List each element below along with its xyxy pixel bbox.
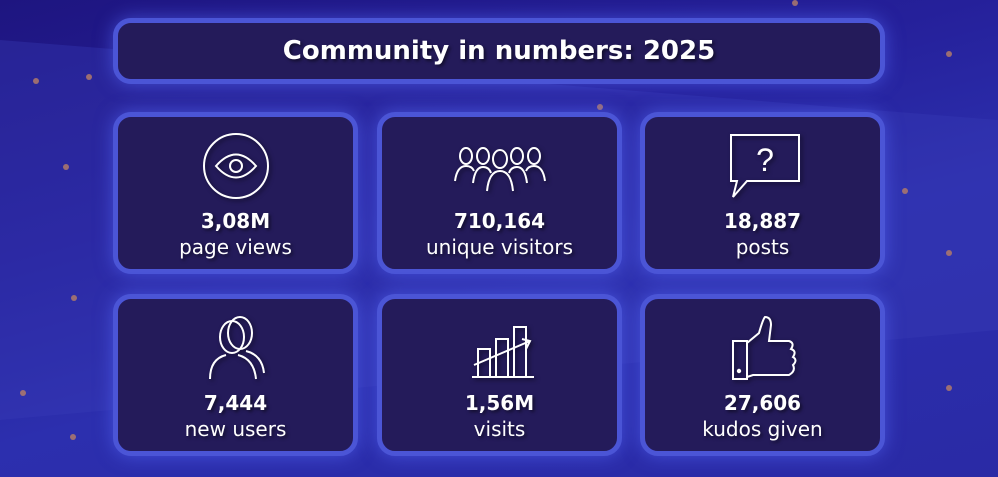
title-banner: Community in numbers: 2025 — [113, 18, 885, 84]
stat-label: posts — [735, 235, 790, 259]
decor-dot — [63, 164, 69, 170]
decor-dot — [33, 78, 39, 84]
decor-dot — [20, 390, 26, 396]
decor-dot — [597, 104, 603, 110]
stat-value: 710,164 — [453, 209, 546, 233]
decor-dot — [70, 434, 76, 440]
stat-value: 18,887 — [723, 209, 802, 233]
stat-card-visits: 1,56M visits — [377, 294, 622, 456]
decor-dot — [71, 295, 77, 301]
stat-card-new-users: 7,444 new users — [113, 294, 358, 456]
bar-chart-growth-icon — [460, 313, 540, 383]
svg-text:?: ? — [756, 142, 774, 178]
eye-icon — [196, 131, 276, 201]
question-speech-bubble-icon: ? — [723, 131, 803, 201]
page-title: Community in numbers: 2025 — [282, 36, 716, 66]
stat-label: page views — [179, 235, 292, 259]
thumbs-up-icon — [723, 313, 803, 383]
people-group-icon — [445, 131, 555, 201]
stat-label: visits — [473, 417, 526, 441]
decor-dot — [792, 0, 798, 6]
stat-label: unique visitors — [425, 235, 574, 259]
stat-card-unique-visitors: 710,164 unique visitors — [377, 112, 622, 274]
decor-dot — [946, 250, 952, 256]
decor-dot — [86, 74, 92, 80]
decor-dot — [902, 188, 908, 194]
stat-label: kudos given — [702, 417, 823, 441]
users-icon — [196, 313, 276, 383]
stat-value: 7,444 — [203, 391, 268, 415]
decor-dot — [946, 51, 952, 57]
stat-value: 3,08M — [200, 209, 271, 233]
stat-card-kudos-given: 27,606 kudos given — [640, 294, 885, 456]
stat-value: 1,56M — [464, 391, 535, 415]
stat-label: new users — [184, 417, 287, 441]
decor-dot — [946, 385, 952, 391]
stat-value: 27,606 — [723, 391, 802, 415]
stat-card-page-views: 3,08M page views — [113, 112, 358, 274]
stat-card-posts: ? 18,887 posts — [640, 112, 885, 274]
